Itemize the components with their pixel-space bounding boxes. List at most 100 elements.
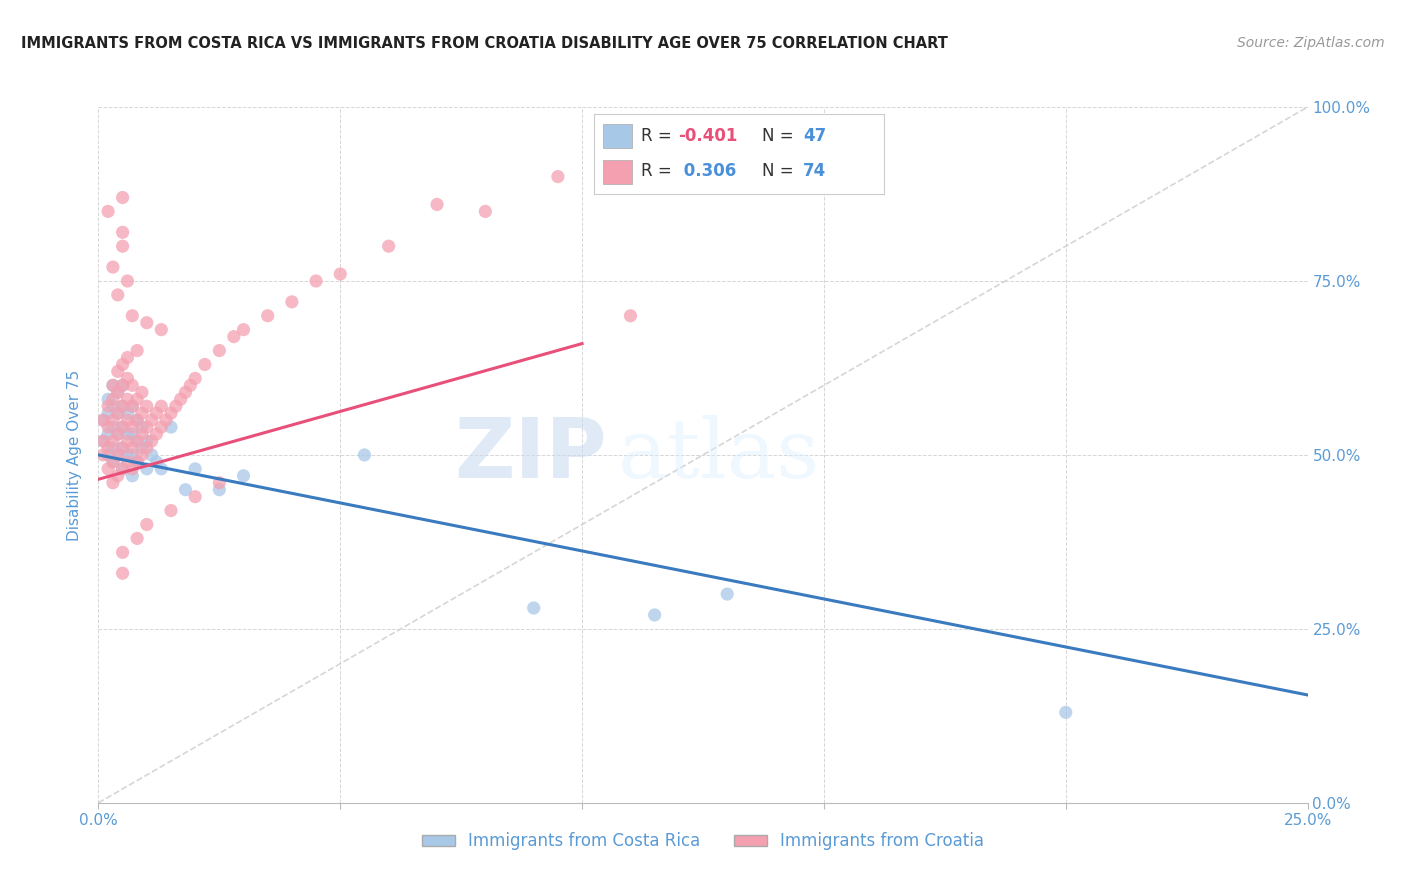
Point: [97, 204, 120, 219]
Point: [101, 455, 124, 469]
Point: [222, 329, 245, 343]
Point: [150, 399, 173, 413]
Point: [179, 378, 201, 392]
Point: [160, 406, 183, 420]
Point: [111, 462, 134, 476]
Point: [131, 448, 153, 462]
Point: [121, 448, 143, 462]
Legend: Immigrants from Costa Rica, Immigrants from Croatia: Immigrants from Costa Rica, Immigrants f…: [415, 826, 991, 857]
Point: [111, 441, 134, 455]
Point: [111, 378, 134, 392]
Point: [135, 441, 157, 455]
Point: [101, 420, 124, 434]
Point: [117, 448, 139, 462]
Point: [232, 323, 254, 337]
Point: [150, 420, 173, 434]
Point: [377, 239, 399, 253]
Point: [107, 427, 129, 442]
Point: [107, 406, 129, 420]
Point: [474, 204, 496, 219]
Point: [91, 448, 114, 462]
Point: [111, 441, 134, 455]
Point: [111, 358, 134, 372]
Point: [121, 441, 143, 455]
Point: [208, 483, 231, 497]
Point: [155, 413, 177, 427]
Point: [97, 406, 120, 420]
Point: [281, 294, 304, 309]
Point: [131, 385, 153, 400]
Point: [107, 448, 129, 462]
Point: [127, 455, 149, 469]
Point: [91, 413, 114, 427]
Point: [184, 490, 207, 504]
Point: [135, 399, 157, 413]
Point: [117, 351, 139, 365]
Point: [101, 455, 124, 469]
Point: [127, 343, 149, 358]
Point: [107, 385, 129, 400]
Point: [121, 427, 143, 442]
Point: [101, 475, 124, 490]
Point: [101, 392, 124, 407]
Point: [150, 323, 173, 337]
Point: [127, 434, 149, 448]
Point: [111, 378, 134, 392]
Point: [111, 420, 134, 434]
Point: [91, 434, 114, 448]
Point: [716, 587, 738, 601]
Point: [97, 392, 120, 407]
Point: [107, 468, 129, 483]
Point: [141, 448, 163, 462]
Point: [101, 413, 124, 427]
Point: [121, 468, 143, 483]
Point: [111, 420, 134, 434]
Point: [117, 413, 139, 427]
Point: [145, 455, 167, 469]
Point: [131, 441, 153, 455]
Point: [145, 427, 167, 442]
Point: [117, 371, 139, 385]
Point: [305, 274, 328, 288]
Point: [135, 517, 157, 532]
Point: [523, 601, 546, 615]
Point: [127, 392, 149, 407]
Point: [127, 413, 149, 427]
Point: [127, 413, 149, 427]
Point: [101, 378, 124, 392]
Point: [208, 343, 231, 358]
Point: [131, 420, 153, 434]
Point: [111, 399, 134, 413]
Point: [101, 260, 124, 274]
Point: [111, 239, 134, 253]
Point: [353, 448, 375, 462]
Point: [131, 406, 153, 420]
Point: [101, 378, 124, 392]
Point: [107, 288, 129, 302]
Point: [1054, 706, 1077, 720]
Point: [165, 399, 187, 413]
Point: [160, 503, 183, 517]
Point: [117, 392, 139, 407]
Point: [135, 434, 157, 448]
Point: [97, 448, 120, 462]
Point: [426, 197, 449, 211]
Point: [101, 441, 124, 455]
Point: [135, 462, 157, 476]
Point: [107, 385, 129, 400]
Point: [160, 420, 183, 434]
Point: [117, 434, 139, 448]
Point: [107, 448, 129, 462]
Point: [174, 483, 197, 497]
Point: [101, 434, 124, 448]
Point: [131, 427, 153, 442]
Point: [107, 427, 129, 442]
Point: [194, 358, 217, 372]
Point: [97, 399, 120, 413]
Text: ZIP: ZIP: [454, 415, 606, 495]
Point: [107, 406, 129, 420]
Point: [111, 190, 134, 204]
Point: [141, 413, 163, 427]
Point: [184, 462, 207, 476]
Point: [127, 455, 149, 469]
